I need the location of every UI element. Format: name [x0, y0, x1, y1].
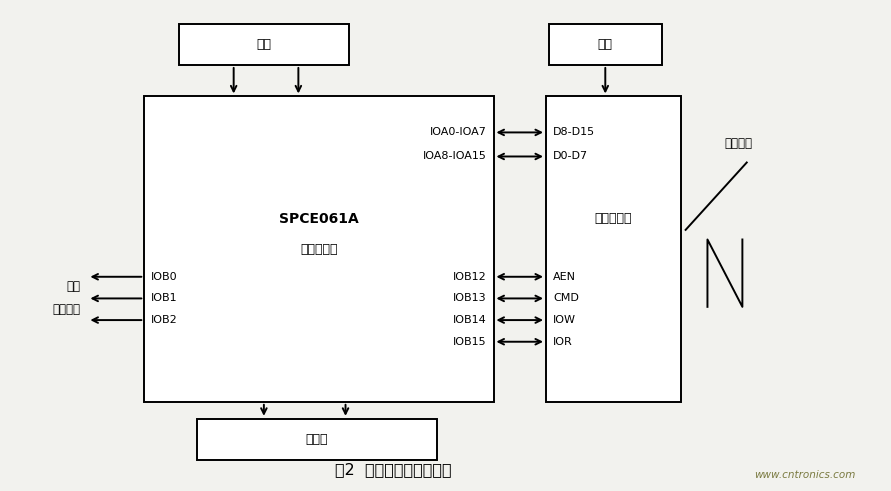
- Bar: [197, 419, 437, 460]
- Text: 电源: 电源: [257, 38, 272, 51]
- Text: IOW: IOW: [553, 315, 576, 325]
- Text: IOR: IOR: [553, 337, 573, 347]
- Bar: [179, 24, 349, 65]
- Text: www.cntronics.com: www.cntronics.com: [755, 470, 856, 480]
- Text: 电源: 电源: [598, 38, 613, 51]
- Text: IOB15: IOB15: [453, 337, 486, 347]
- Text: IOB0: IOB0: [151, 272, 178, 282]
- Text: IOB14: IOB14: [453, 315, 486, 325]
- Text: AEN: AEN: [553, 272, 576, 282]
- Text: 精简开发板: 精简开发板: [300, 243, 338, 256]
- Bar: [546, 96, 682, 402]
- Bar: [549, 24, 662, 65]
- Text: D8-D15: D8-D15: [553, 128, 595, 137]
- Text: CMD: CMD: [553, 294, 579, 303]
- Text: 扬声器: 扬声器: [306, 433, 328, 446]
- Text: 家电: 家电: [67, 280, 80, 293]
- Text: IOA8-IOA15: IOA8-IOA15: [422, 152, 486, 162]
- Text: D0-D7: D0-D7: [553, 152, 588, 162]
- Text: SPCE061A: SPCE061A: [279, 212, 359, 225]
- Text: 控制端口: 控制端口: [53, 302, 80, 316]
- Text: IOB2: IOB2: [151, 315, 178, 325]
- Text: IOB1: IOB1: [151, 294, 178, 303]
- Text: 至局域网: 至局域网: [724, 137, 752, 150]
- Text: IOB12: IOB12: [453, 272, 486, 282]
- Text: IOB13: IOB13: [453, 294, 486, 303]
- Bar: [144, 96, 494, 402]
- Text: IOA0-IOA7: IOA0-IOA7: [429, 128, 486, 137]
- Text: 图2  以太网模块硬件连接: 图2 以太网模块硬件连接: [335, 463, 452, 477]
- Text: 以太网模块: 以太网模块: [595, 212, 633, 225]
